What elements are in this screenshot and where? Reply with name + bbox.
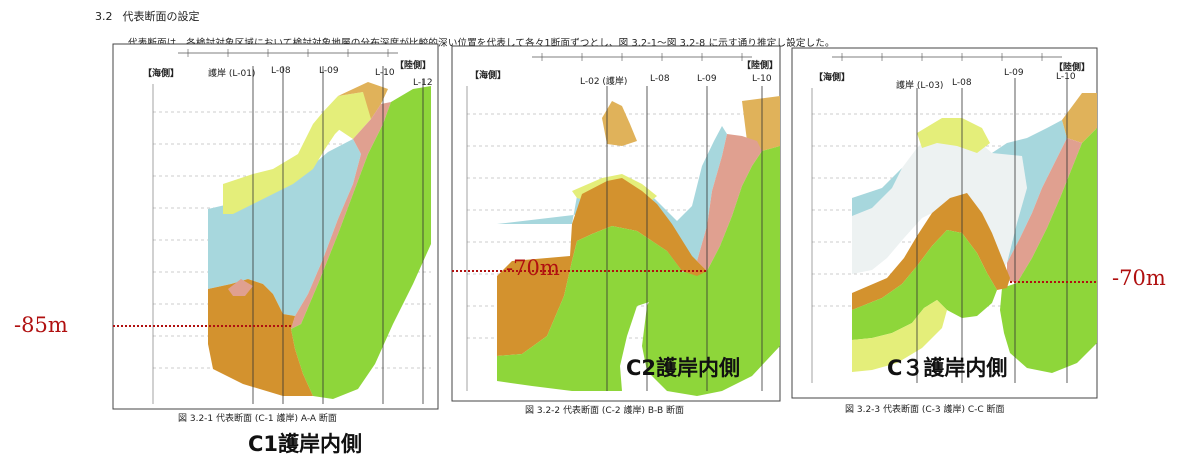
land-label-c3: 【陸側】 xyxy=(1054,63,1091,73)
section-title: 代表断面の設定 xyxy=(122,10,200,23)
land-label-c2: 【陸側】 xyxy=(742,61,779,71)
line-label-c2-l08: L-08 xyxy=(650,74,670,84)
land-label-c1: 【陸側】 xyxy=(395,61,432,71)
annotation-c2: C2護岸内側 xyxy=(626,356,741,380)
caption-c1: 図 3.2-1 代表断面 (C-1 護岸) A-A 断面 xyxy=(178,414,337,424)
section-number: 3.2 xyxy=(95,10,113,23)
line-label-l10: L-10 xyxy=(375,68,395,78)
depth-label-c2: -70m xyxy=(506,256,560,280)
annotation-c3: C３護岸内側 xyxy=(887,356,1008,380)
line-label-c3-l08: L-08 xyxy=(952,78,972,88)
cross-section-c3 xyxy=(791,47,1098,399)
sea-label-c3: 【海側】 xyxy=(814,73,851,83)
section-paragraph: 代表断面は、各検討対象区域において検討対象地層の分布深度が比較的深い位置を代表し… xyxy=(128,38,835,49)
sea-label-c2: 【海側】 xyxy=(470,71,507,81)
panel-c3: 【海側】 【陸側】 護岸 (L-03) L-08 L-09 L-10 xyxy=(791,47,1098,399)
line-label-c3-l10: L-10 xyxy=(1056,72,1076,82)
caption-c2: 図 3.2-2 代表断面 (C-2 護岸) B-B 断面 xyxy=(525,406,685,416)
depth-label-c1: -85m xyxy=(14,313,68,337)
caption-c3: 図 3.2-3 代表断面 (C-3 護岸) C-C 断面 xyxy=(845,405,1005,415)
panel-c1: 【海側】 【陸側】 護岸 (L-01) L-08 L-09 L-10 L-12 xyxy=(112,43,439,410)
section-heading: 3.2 代表断面の設定 xyxy=(95,8,210,24)
line-label-l08: L-08 xyxy=(271,66,291,76)
line-label-l09: L-09 xyxy=(319,66,339,76)
depth-label-c3: -70m xyxy=(1112,266,1166,290)
line-label-l12: L-12 xyxy=(413,78,433,88)
line-label-c3-l09: L-09 xyxy=(1004,68,1024,78)
line-label-c2-l09: L-09 xyxy=(697,74,717,84)
sea-label-c1: 【海側】 xyxy=(143,69,180,79)
cross-section-c1 xyxy=(112,43,439,410)
line-label-c2-l02: L-02 (護岸) xyxy=(580,77,628,87)
panel-c2: 【海側】 【陸側】 L-02 (護岸) L-08 L-09 L-10 xyxy=(451,45,781,402)
line-label-c3-l03: 護岸 (L-03) xyxy=(896,81,944,91)
line-label-l01: 護岸 (L-01) xyxy=(208,69,256,79)
line-label-c2-l10: L-10 xyxy=(752,74,772,84)
cross-section-c2 xyxy=(451,45,781,402)
annotation-c1: C1護岸内側 xyxy=(248,432,363,456)
